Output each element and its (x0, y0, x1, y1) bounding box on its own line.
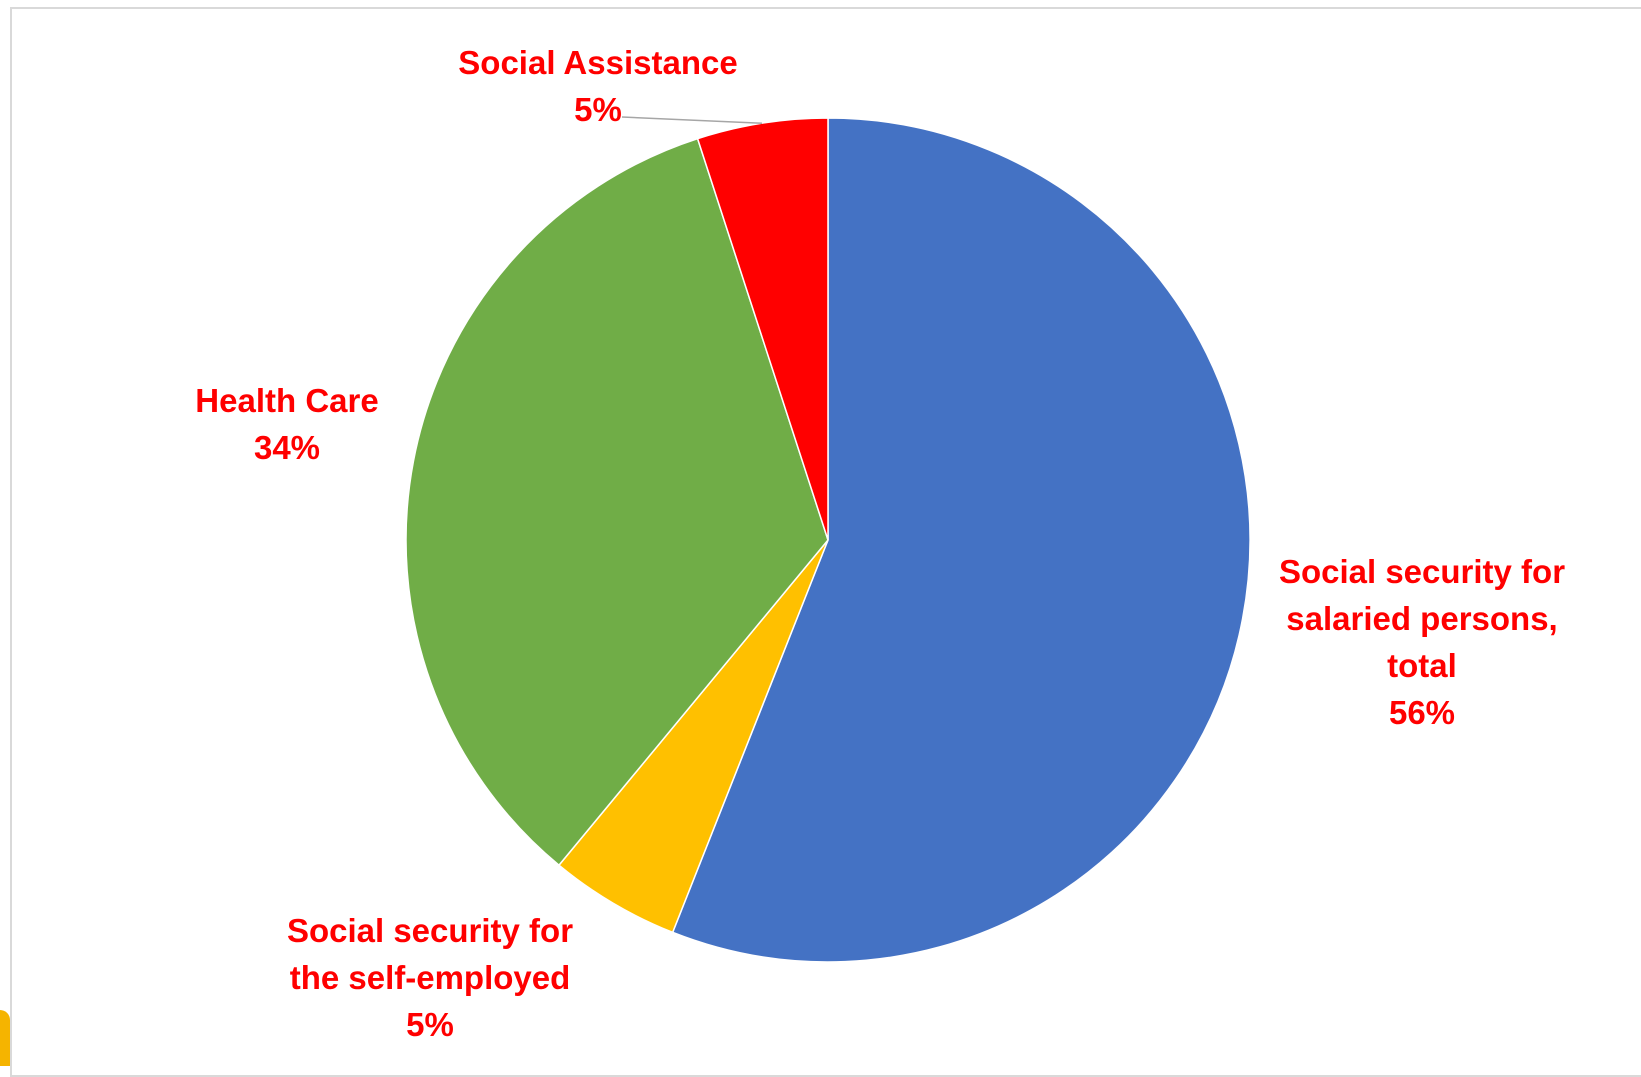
slice-category-label: salaried persons, (1286, 600, 1557, 637)
slice-category-label: the self-employed (290, 959, 571, 996)
slice-category-label: Social security for (1279, 553, 1565, 590)
slices-layer (405, 117, 1251, 963)
slice-category-label: total (1387, 647, 1457, 684)
slice-category-label: Social security for (287, 912, 573, 949)
slice-value-label: 34% (254, 429, 320, 466)
slice-value-label: 5% (574, 91, 622, 128)
pie-slice-4 (696, 117, 829, 541)
slice-value-label: 56% (1389, 694, 1455, 731)
labels-layer: Social security for salaried persons, tota… (195, 44, 1565, 1043)
pie-slice-3 (405, 137, 829, 867)
slice-label-2: Social security for the self-employed 5% (287, 912, 573, 1043)
pie-slice-1 (671, 117, 1251, 963)
slice-label-3: Health Care 34% (195, 382, 378, 466)
decorative-edge-mark (0, 1010, 10, 1066)
slice-category-label: Social Assistance (458, 44, 737, 81)
slice-label-4: Social Assistance 5% (458, 44, 737, 128)
leader-line (621, 116, 763, 124)
slice-label-1: Social security for salaried persons, tota… (1279, 553, 1565, 731)
slice-value-label: 5% (406, 1006, 454, 1043)
slice-category-label: Health Care (195, 382, 378, 419)
